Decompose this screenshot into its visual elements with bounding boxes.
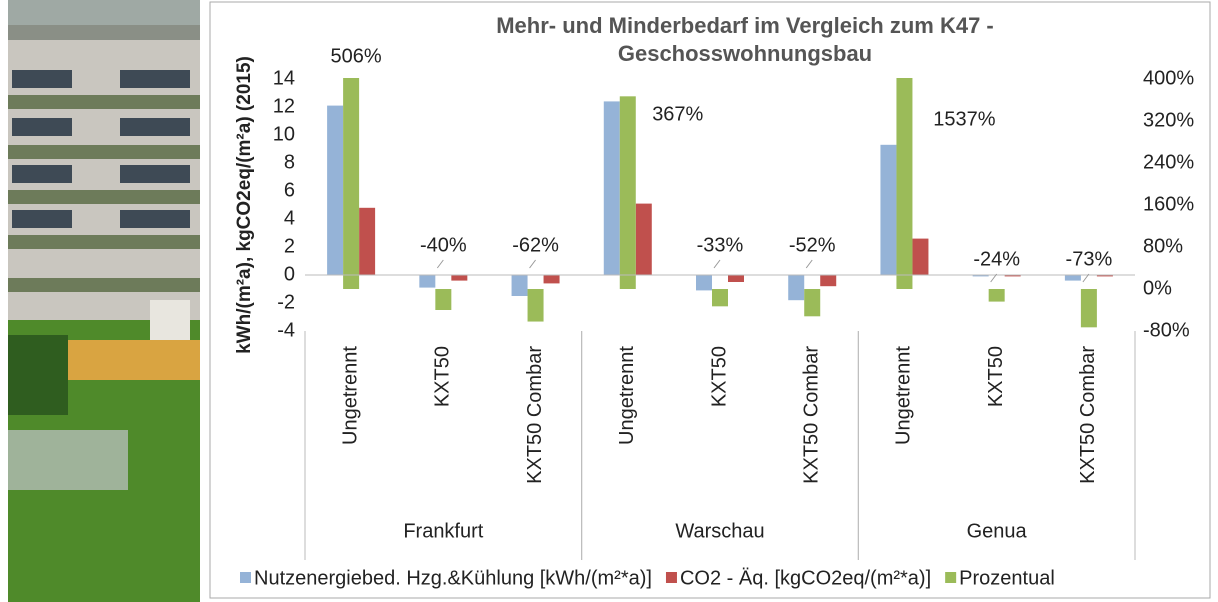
chart-frame [210, 2, 1210, 598]
bar [712, 289, 728, 306]
data-label: 367% [652, 103, 703, 125]
bar [1065, 275, 1081, 281]
y-tick-label: 6 [284, 179, 295, 201]
leader-line [714, 260, 720, 268]
bar [419, 275, 435, 288]
bar [788, 275, 804, 300]
bar [696, 275, 712, 290]
group-label: Frankfurt [403, 520, 483, 542]
bar [880, 145, 896, 275]
bar [435, 289, 451, 310]
y2-tick-label: 160% [1143, 193, 1194, 215]
legend-swatch [945, 572, 956, 583]
bar [820, 275, 836, 286]
x-tick-label: KXT50 Combar [1077, 346, 1099, 484]
legend-label: CO2 - Äq. [kgCO2eq/(m²*a)] [680, 567, 931, 589]
data-label: -40% [420, 234, 467, 256]
y2-tick-label: -80% [1143, 319, 1190, 341]
bar [451, 275, 467, 281]
legend-label: Prozentual [959, 567, 1055, 589]
x-tick-label: KXT50 Combar [524, 346, 546, 484]
page: kWh/(m²a), kgCO2eq/(m²a) (2015) -4 -2 0 2 4 6… [0, 0, 1218, 602]
bar [544, 275, 560, 283]
bar [528, 289, 544, 322]
y-axis-label: kWh/(m²a), kgCO2eq/(m²a) (2015) [234, 56, 255, 354]
y-tick-label: 10 [273, 123, 295, 145]
chart: kWh/(m²a), kgCO2eq/(m²a) (2015) -4 -2 0 2 4 6… [0, 0, 1218, 602]
x-tick-label: Ungetrennt [616, 346, 638, 445]
bar [620, 96, 636, 289]
chart-title: Mehr- und Minderbedarf im Vergleich zum … [415, 12, 1075, 68]
y-tick-label: -2 [277, 291, 295, 313]
bar [636, 204, 652, 275]
x-tick-label: KXT50 Combar [801, 346, 823, 484]
legend-label: Nutzenergiebed. Hzg.&Kühlung [kWh/(m²*a)… [254, 567, 652, 589]
bar [912, 239, 928, 275]
legend-swatch [240, 572, 251, 583]
leader-line [437, 260, 443, 268]
data-label: -24% [973, 248, 1020, 270]
y2-tick-label: 0% [1143, 277, 1172, 299]
bar [359, 208, 375, 275]
x-tick-label: Ungetrennt [339, 346, 361, 445]
x-tick-label: Ungetrennt [893, 346, 915, 445]
y-tick-label: 0 [284, 263, 295, 285]
data-label: -33% [697, 234, 744, 256]
group-label: Warschau [675, 520, 764, 542]
y-tick-label: 12 [273, 95, 295, 117]
x-tick-label: KXT50 [985, 346, 1007, 407]
bar [728, 275, 744, 282]
y2-tick-label: 80% [1143, 235, 1183, 257]
data-label: -52% [789, 234, 836, 256]
y2-tick-label: 400% [1143, 67, 1194, 89]
x-tick-label: KXT50 [708, 346, 730, 407]
bar [327, 106, 343, 275]
y2-tick-label: 320% [1143, 109, 1194, 131]
bar [1081, 289, 1097, 327]
legend-swatch [666, 572, 677, 583]
data-label: -73% [1066, 248, 1113, 270]
y-tick-label: 14 [273, 67, 295, 89]
leader-line [806, 260, 812, 268]
y-tick-label: -4 [277, 319, 295, 341]
y-tick-label: 2 [284, 235, 295, 257]
data-label: 1537% [933, 108, 995, 130]
group-label: Genua [967, 520, 1028, 542]
bar [804, 289, 820, 316]
bar [989, 289, 1005, 302]
data-label: 506% [331, 45, 382, 67]
bar [512, 275, 528, 296]
y-tick-label: 4 [284, 207, 295, 229]
y2-tick-label: 240% [1143, 151, 1194, 173]
data-label: -62% [512, 234, 559, 256]
y-tick-label: 8 [284, 151, 295, 173]
x-tick-label: KXT50 [432, 346, 454, 407]
leader-line [530, 260, 536, 268]
bar [604, 101, 620, 275]
